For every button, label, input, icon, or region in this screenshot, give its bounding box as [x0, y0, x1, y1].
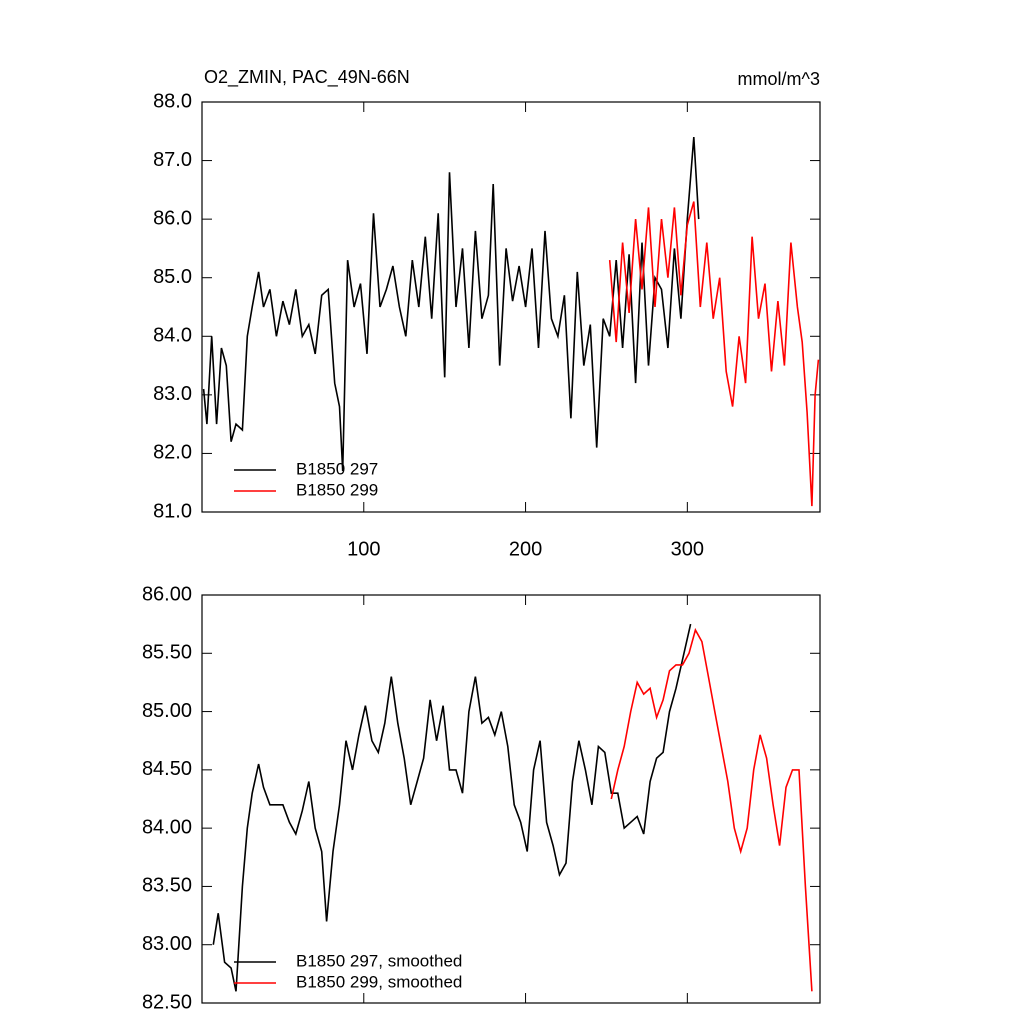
units-label: mmol/m^3: [738, 69, 820, 89]
data-line: [608, 201, 820, 507]
y-tick-label: 85.50: [142, 642, 192, 664]
y-tick-label: 86.0: [153, 207, 192, 229]
plot-frame: [201, 101, 821, 513]
y-tick-label: 85.0: [153, 266, 192, 288]
data-line: [212, 623, 692, 992]
y-tick-label: 84.50: [142, 758, 192, 780]
y-tick-label: 83.0: [153, 383, 192, 405]
y-tick-label: 86.00: [142, 583, 192, 605]
x-tick-label: 200: [509, 538, 542, 560]
chart-title: O2_ZMIN, PAC_49N-66N: [204, 67, 410, 88]
plot-frame: [201, 594, 821, 1004]
legend-label: B1850 299, smoothed: [296, 972, 462, 991]
legend-label: B1850 297, smoothed: [296, 951, 462, 970]
y-tick-label: 83.00: [142, 933, 192, 955]
y-tick-label: 88.0: [153, 90, 192, 112]
y-tick-label: 81.0: [153, 500, 192, 522]
y-tick-label: 84.00: [142, 816, 192, 838]
data-line: [202, 137, 700, 472]
x-tick-label: 100: [347, 538, 380, 560]
y-tick-label: 85.00: [142, 700, 192, 722]
y-tick-label: 82.50: [142, 991, 192, 1013]
y-tick-label: 82.0: [153, 442, 192, 464]
legend-label: B1850 297: [296, 459, 378, 478]
y-tick-label: 87.0: [153, 149, 192, 171]
y-tick-label: 83.50: [142, 875, 192, 897]
x-tick-label: 300: [671, 538, 704, 560]
data-line: [610, 627, 813, 992]
legend-label: B1850 299: [296, 480, 378, 499]
y-tick-label: 84.0: [153, 325, 192, 347]
